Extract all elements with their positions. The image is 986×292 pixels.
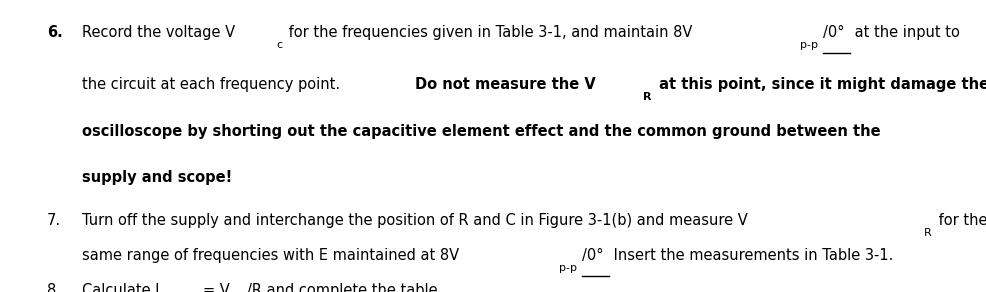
Text: R: R xyxy=(923,227,931,238)
Text: for the: for the xyxy=(933,213,986,228)
Text: p-p: p-p xyxy=(559,263,577,273)
Text: 7.: 7. xyxy=(46,213,61,228)
Text: oscilloscope by shorting out the capacitive element effect and the common ground: oscilloscope by shorting out the capacit… xyxy=(82,124,880,139)
Text: 6.: 6. xyxy=(46,25,62,40)
Text: /0°: /0° xyxy=(822,25,844,40)
Text: /R and complete the table.: /R and complete the table. xyxy=(246,283,442,292)
Text: same range of frequencies with E maintained at 8V: same range of frequencies with E maintai… xyxy=(82,248,459,263)
Text: 8.: 8. xyxy=(46,283,60,292)
Text: Do not measure the V: Do not measure the V xyxy=(414,77,595,92)
Text: Insert the measurements in Table 3-1.: Insert the measurements in Table 3-1. xyxy=(608,248,892,263)
Text: Calculate I: Calculate I xyxy=(82,283,160,292)
Text: the circuit at each frequency point.: the circuit at each frequency point. xyxy=(82,77,345,92)
Text: R: R xyxy=(643,92,651,102)
Text: Turn off the supply and interchange the position of R and C in Figure 3-1(b) and: Turn off the supply and interchange the … xyxy=(82,213,747,228)
Text: supply and scope!: supply and scope! xyxy=(82,170,233,185)
Text: for the frequencies given in Table 3-1, and maintain 8V: for the frequencies given in Table 3-1, … xyxy=(284,25,691,40)
Text: = V: = V xyxy=(203,283,230,292)
Text: at the input to: at the input to xyxy=(849,25,959,40)
Text: /0°: /0° xyxy=(582,248,603,263)
Text: Record the voltage V: Record the voltage V xyxy=(82,25,236,40)
Text: c: c xyxy=(276,40,282,50)
Text: at this point, since it might damage the: at this point, since it might damage the xyxy=(654,77,986,92)
Text: p-p: p-p xyxy=(800,40,817,50)
